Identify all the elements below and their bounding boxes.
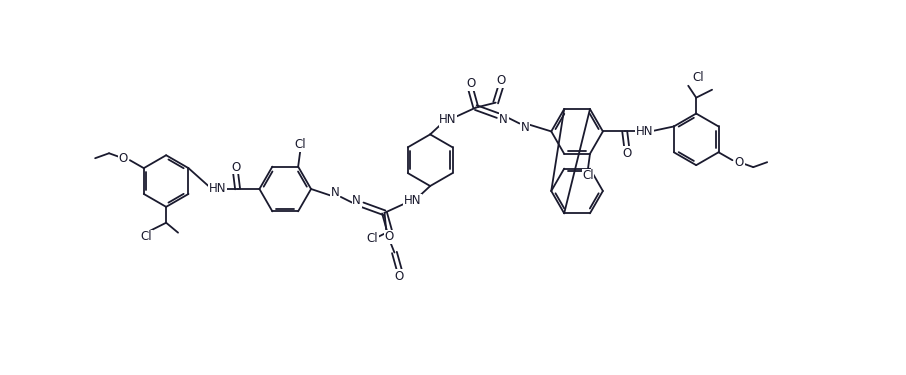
- Text: O: O: [496, 74, 506, 87]
- Text: O: O: [385, 230, 394, 243]
- Text: O: O: [467, 77, 476, 90]
- Text: HN: HN: [403, 194, 421, 207]
- Text: O: O: [735, 156, 744, 169]
- Text: N: N: [499, 113, 508, 126]
- Text: N: N: [331, 186, 339, 200]
- Text: HN: HN: [209, 183, 226, 195]
- Text: N: N: [521, 121, 530, 134]
- Text: Cl: Cl: [367, 232, 379, 245]
- Text: HN: HN: [636, 125, 653, 138]
- Text: O: O: [119, 152, 128, 165]
- Text: N: N: [352, 194, 361, 207]
- Text: Cl: Cl: [583, 169, 593, 182]
- Text: O: O: [395, 270, 404, 283]
- Text: Cl: Cl: [692, 71, 704, 84]
- Text: Cl: Cl: [140, 230, 152, 243]
- Text: HN: HN: [439, 113, 457, 126]
- Text: Cl: Cl: [294, 138, 306, 151]
- Text: O: O: [231, 160, 240, 174]
- Text: O: O: [622, 147, 631, 160]
